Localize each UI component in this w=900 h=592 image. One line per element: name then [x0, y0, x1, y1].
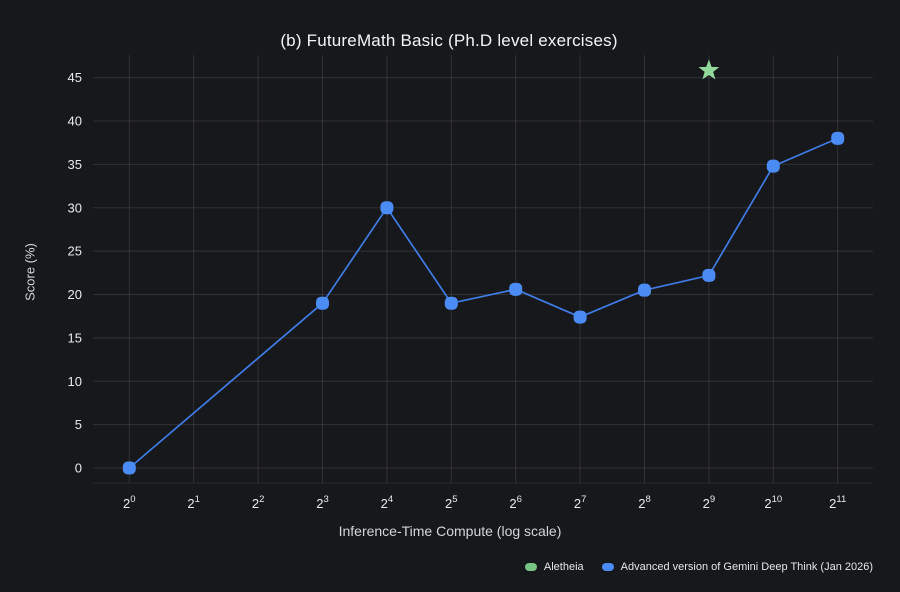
y-tick-label: 15 [68, 330, 82, 345]
data-point-marker [444, 296, 458, 310]
x-tick-label: 20 [123, 494, 136, 511]
legend-item-aletheia: Aletheia [524, 561, 584, 573]
x-tick-label: 21 [187, 494, 200, 511]
x-tick-label: 22 [252, 494, 265, 511]
aletheia-star [698, 59, 720, 80]
x-tick-label: 25 [445, 494, 458, 511]
y-tick-label: 0 [75, 461, 82, 476]
x-tick-label: 24 [381, 494, 394, 511]
data-point-marker [702, 268, 716, 282]
y-tick-label: 5 [75, 417, 82, 432]
y-tick-label: 10 [68, 374, 82, 389]
data-point-marker [122, 461, 136, 475]
legend-label-aletheia: Aletheia [543, 561, 584, 573]
series-line [128, 137, 839, 469]
chart-title: (b) FutureMath Basic (Ph.D level exercis… [280, 31, 618, 50]
x-tick-label: 23 [316, 494, 329, 511]
data-point-marker [573, 310, 587, 324]
y-tick-label: 35 [68, 157, 82, 172]
legend-item-gemini: Advanced version of Gemini Deep Think (J… [601, 561, 873, 573]
legend-label-gemini: Advanced version of Gemini Deep Think (J… [620, 561, 873, 573]
y-tick-label: 40 [68, 114, 82, 129]
data-point-marker [509, 282, 523, 296]
y-tick-label: 30 [68, 200, 82, 215]
x-tick-label: 210 [764, 494, 782, 511]
x-tick-label: 29 [703, 494, 716, 511]
data-point-marker [380, 201, 394, 215]
data-point-marker [316, 296, 329, 310]
y-tick-label: 20 [68, 287, 82, 302]
legend: Aletheia Advanced version of Gemini Deep… [524, 561, 873, 573]
legend-marker-aletheia [524, 563, 537, 571]
x-tick-label: 27 [574, 494, 587, 511]
x-tick-label: 28 [638, 494, 651, 511]
y-tick-label: 45 [68, 70, 82, 85]
x-tick-label: 211 [829, 494, 846, 511]
x-tick-label: 26 [509, 494, 522, 511]
data-point-marker [638, 283, 651, 297]
x-axis-label: Inference-Time Compute (log scale) [338, 523, 562, 539]
data-point-marker [766, 159, 780, 173]
y-tick-label: 25 [68, 244, 82, 259]
legend-marker-gemini [601, 563, 614, 571]
data-point-marker [831, 131, 845, 145]
